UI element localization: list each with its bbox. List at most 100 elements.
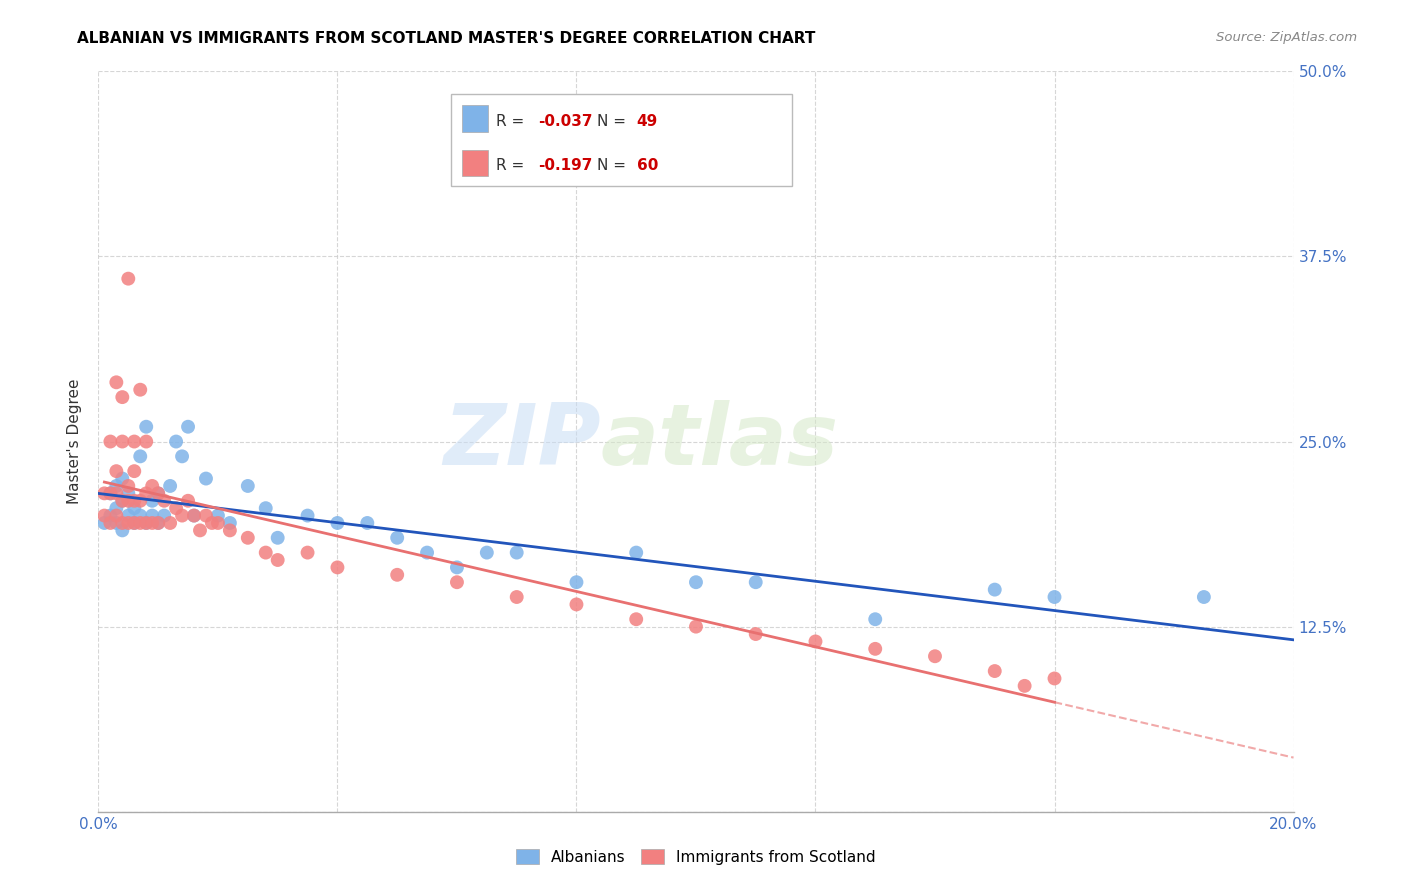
Point — [254, 546, 277, 560]
Point — [1192, 590, 1215, 604]
Point — [475, 546, 498, 560]
Point — [1014, 679, 1036, 693]
Point — [98, 486, 122, 500]
Point — [446, 560, 468, 574]
Text: R =: R = — [496, 114, 529, 128]
Point — [297, 546, 319, 560]
Point — [159, 516, 181, 530]
Point — [135, 516, 157, 530]
Point — [446, 575, 468, 590]
Point — [297, 508, 319, 523]
Point — [105, 479, 128, 493]
Point — [183, 508, 205, 523]
Point — [98, 516, 122, 530]
Point — [141, 508, 163, 523]
Point — [183, 508, 205, 523]
Point — [124, 501, 146, 516]
Point — [111, 471, 134, 485]
Point — [172, 450, 194, 464]
Point — [984, 582, 1007, 597]
Point — [207, 508, 229, 523]
Point — [924, 649, 946, 664]
Text: 49: 49 — [637, 114, 658, 128]
Point — [219, 516, 242, 530]
Point — [1043, 672, 1066, 686]
Point — [565, 575, 588, 590]
Point — [267, 553, 290, 567]
Point — [117, 479, 139, 493]
Point — [326, 560, 349, 574]
Point — [117, 271, 139, 285]
Point — [105, 508, 128, 523]
Point — [195, 508, 218, 523]
Point — [148, 516, 170, 530]
Point — [117, 486, 139, 500]
Point — [105, 464, 128, 478]
Point — [165, 434, 187, 449]
Point — [93, 508, 115, 523]
Point — [219, 524, 242, 538]
Point — [129, 450, 152, 464]
Point — [148, 486, 170, 500]
Point — [111, 516, 134, 530]
Point — [124, 516, 146, 530]
Point — [685, 619, 707, 633]
Text: atlas: atlas — [600, 400, 838, 483]
Point — [111, 493, 134, 508]
Point — [188, 524, 211, 538]
Point — [111, 434, 134, 449]
Point — [148, 516, 170, 530]
Point — [141, 493, 163, 508]
Text: R =: R = — [496, 158, 529, 173]
Point — [124, 493, 146, 508]
Point — [117, 516, 139, 530]
Point — [124, 464, 146, 478]
Point — [1043, 590, 1066, 604]
Point — [356, 516, 378, 530]
Point — [685, 575, 707, 590]
Point — [124, 516, 146, 530]
Point — [207, 516, 229, 530]
Legend: Albanians, Immigrants from Scotland: Albanians, Immigrants from Scotland — [510, 843, 882, 871]
Point — [267, 531, 290, 545]
Point — [93, 516, 115, 530]
Point — [626, 612, 648, 626]
Point — [148, 486, 170, 500]
Point — [141, 479, 163, 493]
Point — [117, 508, 139, 523]
Point — [98, 508, 122, 523]
Point — [326, 516, 349, 530]
Point — [135, 516, 157, 530]
Point — [385, 567, 409, 582]
Point — [105, 376, 128, 390]
Point — [159, 479, 181, 493]
Point — [745, 575, 768, 590]
Point — [254, 501, 277, 516]
Point — [565, 598, 588, 612]
Text: ZIP: ZIP — [443, 400, 600, 483]
Point — [111, 524, 134, 538]
Point — [105, 516, 128, 530]
Y-axis label: Master's Degree: Master's Degree — [67, 379, 83, 504]
Point — [865, 641, 887, 656]
Point — [416, 546, 439, 560]
Point — [124, 434, 146, 449]
Text: ALBANIAN VS IMMIGRANTS FROM SCOTLAND MASTER'S DEGREE CORRELATION CHART: ALBANIAN VS IMMIGRANTS FROM SCOTLAND MAS… — [77, 31, 815, 46]
Point — [105, 501, 128, 516]
Point — [111, 390, 134, 404]
Point — [804, 634, 827, 648]
Point — [865, 612, 887, 626]
Point — [745, 627, 768, 641]
Point — [177, 493, 200, 508]
Point — [201, 516, 224, 530]
Point — [153, 493, 176, 508]
Point — [129, 383, 152, 397]
Point — [153, 508, 176, 523]
Point — [236, 479, 259, 493]
Point — [165, 501, 187, 516]
Point — [385, 531, 409, 545]
Point — [135, 434, 157, 449]
Point — [93, 486, 115, 500]
Point — [111, 493, 134, 508]
Text: N =: N = — [598, 114, 631, 128]
